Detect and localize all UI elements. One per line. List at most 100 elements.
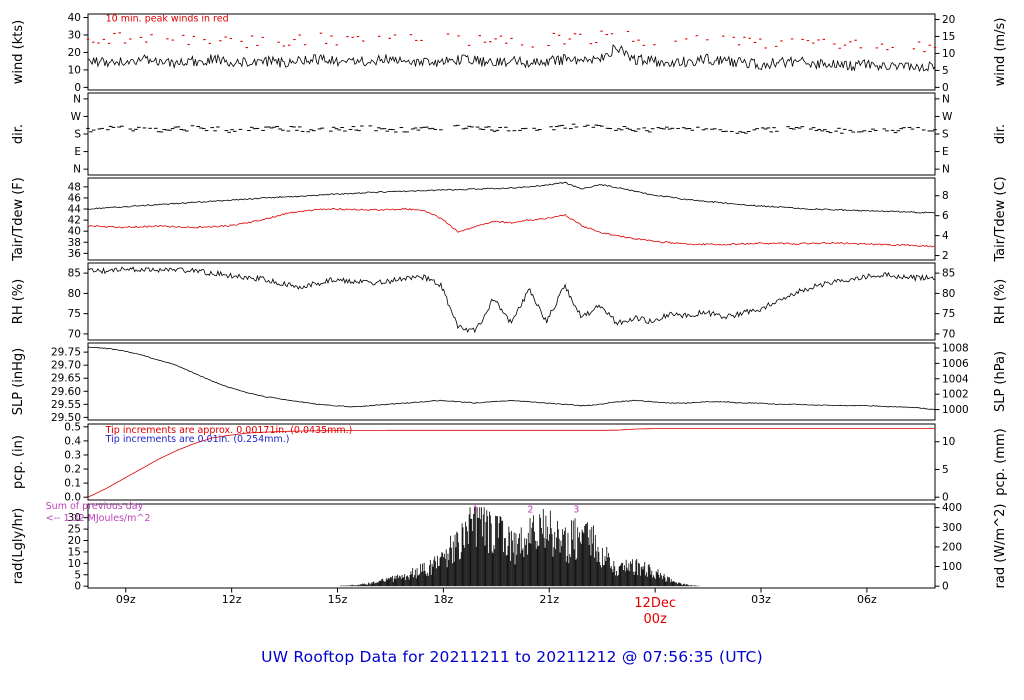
svg-text:1000: 1000 [942,404,969,416]
svg-text:85: 85 [942,268,955,280]
svg-text:1008: 1008 [942,342,969,354]
svg-text:18z: 18z [433,593,453,606]
svg-text:0.3: 0.3 [64,449,81,461]
chart-title: UW Rooftop Data for 20211211 to 20211212… [261,648,763,666]
svg-text:15: 15 [68,546,81,558]
svg-text:75: 75 [68,308,81,320]
svg-text:pcp. (in): pcp. (in) [11,435,26,489]
svg-text:80: 80 [68,288,81,300]
svg-text:8: 8 [942,190,949,202]
svg-text:25: 25 [68,524,81,536]
svg-text:40: 40 [68,12,81,24]
svg-text:SLP (inHg): SLP (inHg) [11,348,26,416]
svg-text:rad(Lgly/hr): rad(Lgly/hr) [11,508,26,584]
svg-text:0.2: 0.2 [64,464,81,476]
svg-text:42: 42 [68,215,81,227]
svg-text:200: 200 [942,541,962,553]
svg-text:RH (%): RH (%) [993,279,1008,324]
svg-text:dir.: dir. [993,124,1008,144]
svg-text:1002: 1002 [942,389,969,401]
svg-text:1: 1 [473,504,479,515]
svg-text:2: 2 [942,250,949,262]
svg-text:0: 0 [942,82,949,94]
svg-text:80: 80 [942,288,955,300]
svg-text:0: 0 [74,82,81,94]
svg-text:W: W [942,111,953,123]
svg-text:29.60: 29.60 [51,386,81,398]
svg-text:03z: 03z [751,593,771,606]
svg-text:N: N [942,93,950,105]
svg-text:0.0: 0.0 [64,492,81,504]
svg-text:5: 5 [74,569,81,581]
svg-text:10 min. peak winds in red: 10 min. peak winds in red [106,14,229,25]
svg-text:rad (W/m^2): rad (W/m^2) [993,504,1008,589]
svg-text:E: E [942,146,949,158]
svg-text:1004: 1004 [942,373,969,385]
svg-text:29.75: 29.75 [51,347,81,359]
svg-text:N: N [942,164,950,176]
svg-text:Sum of previous day: Sum of previous day [46,501,144,512]
svg-text:10: 10 [68,558,81,570]
svg-text:0.5: 0.5 [64,421,81,433]
svg-text:1006: 1006 [942,358,969,370]
svg-text:Tip increments are approx. 0.0: Tip increments are approx. 0.00171in. (0… [105,425,353,436]
svg-text:70: 70 [68,328,81,340]
svg-text:70: 70 [942,328,955,340]
svg-text:40: 40 [68,226,81,238]
svg-text:3: 3 [573,504,579,515]
svg-text:2: 2 [527,504,533,515]
svg-text:300: 300 [942,522,962,534]
svg-text:Tair/Tdew (F): Tair/Tdew (F) [11,177,26,262]
svg-text:pcp. (mm): pcp. (mm) [993,428,1008,495]
svg-text:30: 30 [68,29,81,41]
svg-text:36: 36 [68,248,82,260]
svg-text:15: 15 [942,31,955,43]
svg-text:12Dec: 12Dec [634,596,676,611]
svg-text:44: 44 [68,204,82,216]
svg-text:dir.: dir. [11,124,26,144]
svg-text:RH (%): RH (%) [11,279,26,324]
svg-text:Tip increments are 0.01in. (0.: Tip increments are 0.01in. (0.254mm.) [105,434,290,445]
svg-text:wind (kts): wind (kts) [11,20,26,84]
svg-text:<-- 1.32 MJoules/m^2: <-- 1.32 MJoules/m^2 [46,513,151,524]
svg-text:29.50: 29.50 [51,412,81,424]
svg-text:29.55: 29.55 [51,399,81,411]
svg-text:5: 5 [942,464,949,476]
svg-text:0: 0 [74,581,81,593]
svg-text:29.70: 29.70 [51,360,81,372]
svg-text:10: 10 [942,48,955,60]
svg-text:10: 10 [68,64,81,76]
svg-text:6: 6 [942,210,949,222]
svg-text:wind (m/s): wind (m/s) [993,18,1008,87]
svg-text:W: W [71,111,82,123]
svg-text:S: S [74,129,81,141]
svg-text:4: 4 [942,230,949,242]
svg-text:5: 5 [942,65,949,77]
svg-text:Tair/Tdew (C): Tair/Tdew (C) [993,176,1008,262]
svg-text:48: 48 [68,181,81,193]
svg-text:S: S [942,129,949,141]
svg-text:30: 30 [68,512,81,524]
svg-text:0.4: 0.4 [64,435,81,447]
svg-text:85: 85 [68,268,81,280]
svg-text:15z: 15z [328,593,348,606]
svg-text:0: 0 [942,492,949,504]
svg-text:100: 100 [942,561,962,573]
svg-text:E: E [74,146,81,158]
svg-text:20: 20 [68,535,81,547]
svg-text:00z: 00z [643,612,667,627]
svg-text:20: 20 [942,14,955,26]
svg-text:21z: 21z [539,593,559,606]
svg-text:29.65: 29.65 [51,373,81,385]
svg-text:09z: 09z [116,593,136,606]
svg-text:400: 400 [942,502,962,514]
svg-text:N: N [73,164,81,176]
svg-text:0.1: 0.1 [64,478,81,490]
svg-text:N: N [73,93,81,105]
svg-text:06z: 06z [857,593,877,606]
svg-text:10: 10 [942,436,955,448]
svg-text:12z: 12z [222,593,242,606]
svg-text:SLP (hPa): SLP (hPa) [993,351,1008,412]
